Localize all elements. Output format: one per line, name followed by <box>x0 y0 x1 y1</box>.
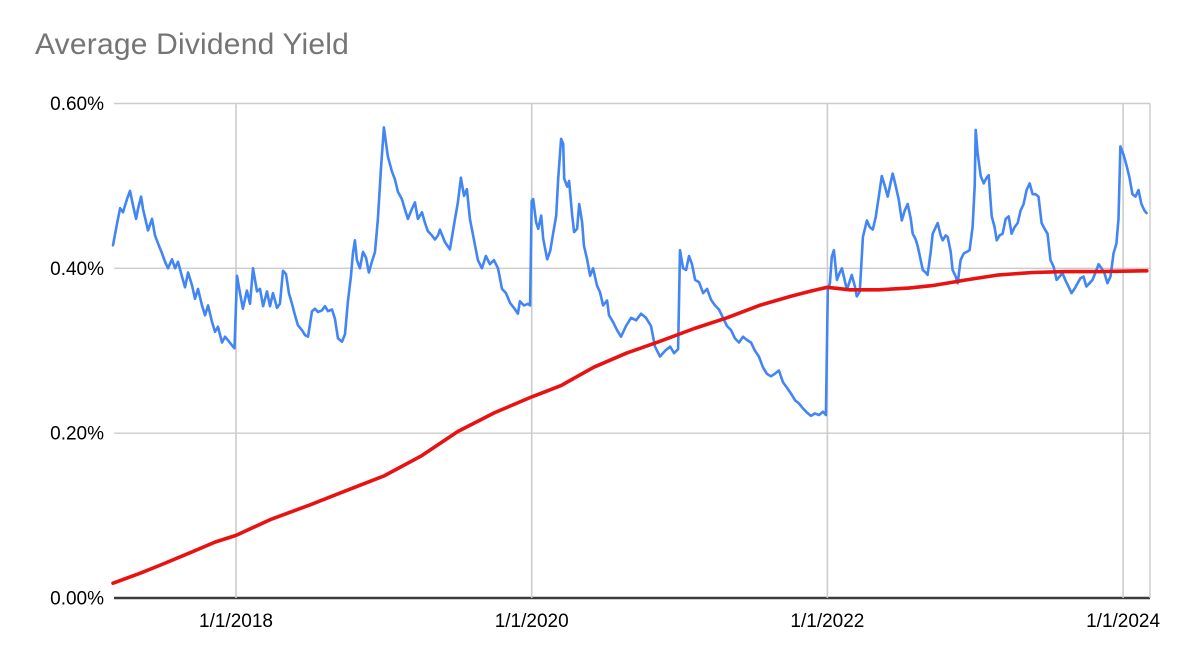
y-axis-label: 0.40% <box>50 259 104 280</box>
y-axis-label: 0.20% <box>50 424 104 445</box>
x-axis-label: 1/1/2024 <box>1086 611 1160 632</box>
series-red-line <box>111 268 1149 586</box>
series-blue-line <box>111 126 1148 418</box>
y-axis-label: 0.00% <box>50 589 104 610</box>
x-axis-label: 1/1/2022 <box>790 611 864 632</box>
chart-title: Average Dividend Yield <box>35 28 350 61</box>
x-axis-label: 1/1/2020 <box>495 611 569 632</box>
x-axis-label: 1/1/2018 <box>199 611 273 632</box>
y-axis-label: 0.60% <box>50 94 104 115</box>
